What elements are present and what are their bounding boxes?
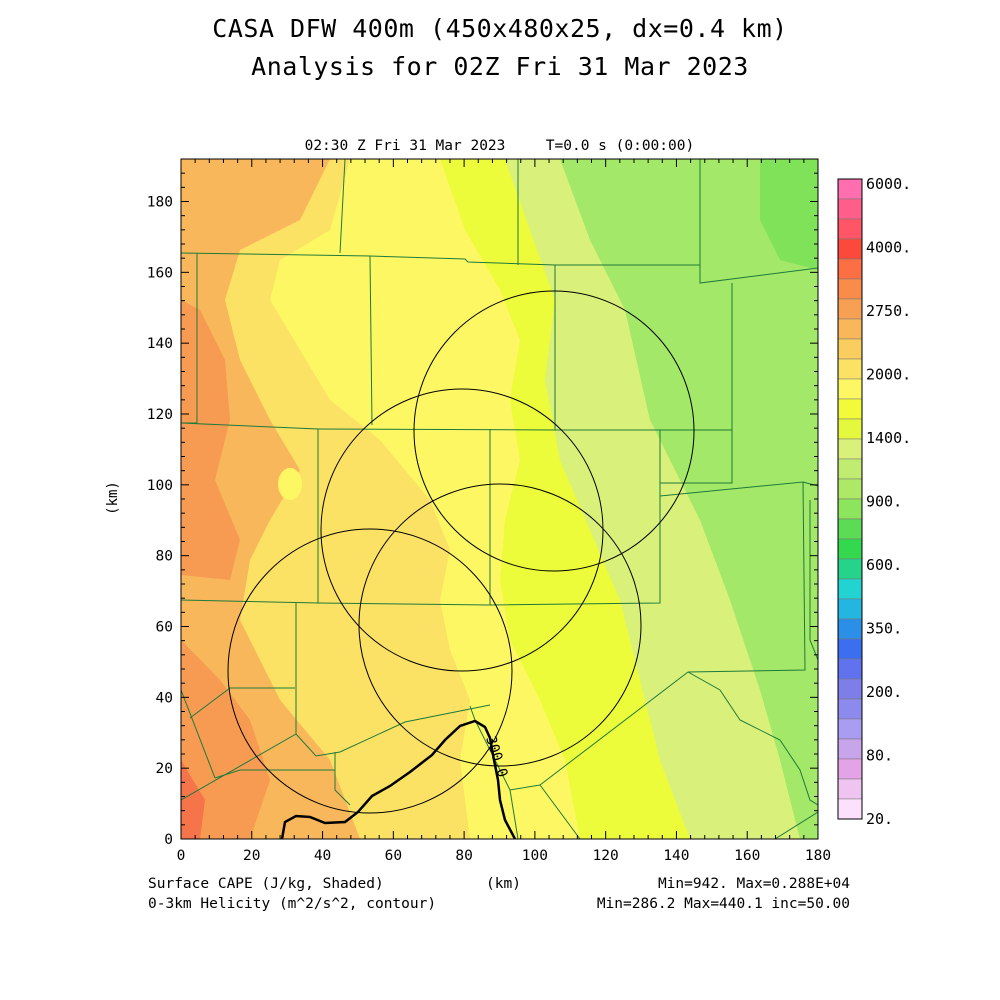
colorbar-swatch — [837, 218, 863, 240]
colorbar-label: 6000. — [866, 175, 911, 193]
x-tick-label: 20 — [243, 848, 260, 864]
x-tick-label: 160 — [734, 848, 760, 864]
x-tick-label: 60 — [385, 848, 402, 864]
colorbar-swatch — [837, 358, 863, 380]
colorbar-swatch — [837, 438, 863, 460]
x-tick-label: 140 — [663, 848, 689, 864]
colorbar-swatch — [837, 578, 863, 600]
x-tick-label: 120 — [593, 848, 619, 864]
colorbar-swatch — [837, 758, 863, 780]
colorbar-swatch — [837, 638, 863, 660]
colorbar-label: 2750. — [866, 302, 911, 320]
y-tick-label: 120 — [147, 407, 173, 423]
helicity-contours — [227, 290, 695, 839]
colorbar-swatch — [837, 778, 863, 800]
colorbar-swatch — [837, 698, 863, 720]
y-tick-label: 80 — [156, 549, 173, 565]
colorbar-label: 4000. — [866, 239, 911, 257]
y-tick-label: 140 — [147, 336, 173, 352]
colorbar-swatch — [837, 618, 863, 640]
y-axis-label: (km) — [105, 481, 121, 515]
y-tick-label: 20 — [156, 761, 173, 777]
colorbar-swatch — [837, 738, 863, 760]
colorbar-swatch — [837, 198, 863, 220]
map-subtitle: Analysis for 02Z Fri 31 Mar 2023 — [251, 52, 749, 81]
footer-helicity-minmax: Min=286.2 Max=440.1 inc=50.00 — [596, 896, 850, 912]
colorbar-swatch — [837, 418, 863, 440]
colorbar-swatch — [837, 678, 863, 700]
axis-ticks — [180, 158, 819, 840]
colorbar-swatch — [837, 498, 863, 520]
colorbar-swatch — [837, 318, 863, 340]
colorbar-labels: 6000. 4000. 2750. 2000. 1400. 900. 600. 350. 200… — [866, 175, 911, 828]
colorbar-swatch — [837, 598, 863, 620]
x-tick-label: 180 — [805, 848, 831, 864]
colorbar-swatch — [837, 798, 863, 820]
colorbar-swatch — [837, 458, 863, 480]
colorbar-swatch — [837, 518, 863, 540]
colorbar-swatch — [837, 398, 863, 420]
colorbar-swatch — [837, 298, 863, 320]
x-tick-label: 0 — [177, 848, 186, 864]
footer-cape-minmax: Min=942. Max=0.288E+04 — [657, 876, 850, 892]
colorbar-frame — [837, 178, 863, 820]
colorbar-swatch — [837, 538, 863, 560]
x-tick-labels: 0 20 40 60 80 100 120 140 160 180 — [177, 848, 831, 864]
colorbar — [837, 178, 863, 820]
y-tick-label: 180 — [147, 195, 173, 211]
colorbar-label: 20. — [866, 810, 893, 828]
y-tick-labels: 0 20 40 60 80 100 120 140 160 180 — [147, 195, 173, 849]
colorbar-swatch — [837, 718, 863, 740]
colorbar-label: 350. — [866, 620, 902, 638]
x-axis-label: (km) — [486, 876, 521, 892]
colorbar-swatch — [837, 478, 863, 500]
colorbar-swatch — [837, 658, 863, 680]
y-tick-label: 60 — [156, 620, 173, 636]
colorbar-swatch — [837, 378, 863, 400]
colorbar-swatch — [837, 338, 863, 360]
y-tick-label: 160 — [147, 265, 173, 281]
colorbar-swatch — [837, 558, 863, 580]
county-boundaries — [181, 159, 818, 839]
y-tick-label: 100 — [147, 478, 173, 494]
footer-cape-label: Surface CAPE (J/kg, Shaded) — [148, 876, 384, 892]
colorbar-label: 600. — [866, 556, 902, 574]
colorbar-label: 900. — [866, 493, 902, 511]
x-tick-label: 100 — [522, 848, 548, 864]
cape-shading — [181, 159, 818, 839]
colorbar-label: 1400. — [866, 429, 911, 447]
forecast-time-label: T=0.0 s (0:00:00) — [546, 138, 694, 154]
colorbar-swatch — [837, 278, 863, 300]
colorbar-label: 2000. — [866, 366, 911, 384]
colorbar-swatch — [837, 258, 863, 280]
map-title: CASA DFW 400m (450x480x25, dx=0.4 km) — [212, 14, 788, 43]
colorbar-swatch — [837, 178, 863, 200]
x-tick-label: 40 — [314, 848, 331, 864]
x-tick-label: 80 — [455, 848, 472, 864]
y-tick-label: 40 — [156, 690, 173, 706]
valid-time-label: 02:30 Z Fri 31 Mar 2023 — [305, 138, 506, 154]
y-tick-label: 0 — [164, 832, 173, 848]
colorbar-swatch — [837, 238, 863, 260]
colorbar-label: 200. — [866, 683, 902, 701]
colorbar-label: 80. — [866, 747, 893, 765]
footer-helicity-label: 0-3km Helicity (m^2/s^2, contour) — [148, 896, 437, 912]
